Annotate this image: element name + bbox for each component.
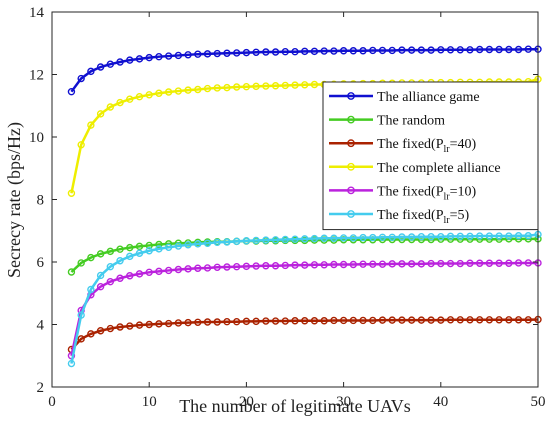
x-tick-label: 50 [531, 394, 546, 410]
x-tick-label: 10 [142, 394, 157, 410]
legend-entry: The alliance game [377, 90, 480, 105]
y-tick-label: 12 [29, 68, 44, 84]
legend-entry: The complete alliance [377, 161, 501, 176]
legend-label: The complete alliance [377, 161, 501, 176]
legend-entry: The random [377, 114, 445, 129]
y-axis-title: Secrecy rate (bps/Hz) [4, 122, 25, 278]
legend-label: The fixed(P [377, 184, 444, 199]
legend: The alliance gameThe randomThe fixed(Plr… [323, 82, 538, 230]
x-axis-title: The number of legitimate UAVs [179, 396, 411, 416]
legend-label: The fixed(P [377, 137, 444, 152]
y-tick-label: 4 [37, 318, 45, 334]
y-tick-label: 2 [37, 380, 45, 396]
legend-label: The random [377, 114, 445, 129]
y-tick-label: 6 [37, 255, 45, 271]
x-tick-label: 40 [433, 394, 448, 410]
legend-label-tail: =10) [450, 184, 477, 199]
legend-label-tail: =40) [450, 137, 477, 152]
y-tick-label: 10 [29, 130, 44, 146]
legend-label-tail: =5) [450, 208, 470, 223]
legend-label: The alliance game [377, 90, 480, 105]
y-tick-label: 8 [37, 193, 45, 209]
y-tick-label: 14 [29, 5, 45, 21]
x-tick-label: 0 [48, 394, 56, 410]
legend-label: The fixed(P [377, 208, 444, 223]
